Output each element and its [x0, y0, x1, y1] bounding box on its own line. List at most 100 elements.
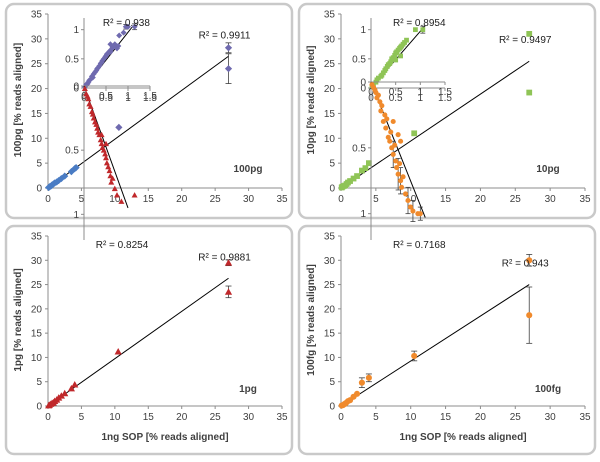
inset-y-tick-label: 0 — [73, 82, 79, 93]
x-tick-label: 30 — [545, 412, 557, 423]
inset-data-point — [404, 37, 409, 43]
inset-y-tick-label: 0 — [360, 84, 366, 95]
inset-data-point — [413, 27, 418, 33]
inset-x-tick-label: 0.5 — [99, 91, 113, 102]
inset-plot: 0 0.5 1 1.5 0 0.5 1 R² = 0.7168 — [352, 78, 452, 252]
y-tick-label: 0 — [329, 184, 335, 195]
inset-y-tick-label: 1 — [360, 25, 366, 36]
r2-main: R² = 0.943 — [502, 259, 549, 270]
inset-x-tick-label: 0.5 — [389, 87, 403, 98]
data-point — [362, 165, 369, 171]
x-tick-label: 10 — [405, 412, 417, 423]
inset-data-point — [417, 211, 423, 217]
inset-data-point — [398, 138, 404, 144]
inset-y-tick-label: 1 — [73, 25, 79, 36]
inset-data-point — [382, 112, 388, 118]
inset-x-tick-label: 1.5 — [438, 87, 452, 98]
inset-data-point — [105, 163, 112, 170]
inset-data-point — [379, 103, 385, 109]
data-point — [72, 164, 80, 172]
inset-y-tick-label: 0.5 — [65, 54, 79, 65]
y-tick-label: 10 — [324, 353, 336, 364]
data-point — [115, 123, 123, 131]
y-tick-label: 15 — [324, 329, 336, 340]
inset-data-point — [407, 204, 414, 210]
y-tick-label: 5 — [329, 159, 335, 170]
inset-data-point — [85, 95, 92, 102]
y-tick-label: 5 — [329, 377, 335, 388]
inset-data-point — [376, 75, 381, 81]
inset-plot: 0 0.5 1 1.5 0 0.5 1 R² = 0.8954 — [352, 18, 452, 104]
data-point — [61, 389, 69, 397]
inset-y-tick-label: 0.5 — [352, 54, 366, 65]
inset-data-point — [131, 23, 138, 30]
inset-data-point — [81, 85, 88, 91]
panel-frame — [297, 2, 597, 220]
inset-data-point — [103, 154, 109, 161]
x-tick-label: 5 — [373, 412, 379, 423]
inset-data-point — [378, 108, 384, 114]
y-tick-label: 15 — [31, 329, 43, 340]
inset-x-tick-label: 0.5 — [99, 93, 113, 104]
panel-label: 1pg — [239, 384, 257, 395]
inset-plot: 0 0.5 1 1.5 0 0.5 1 R² = 0.938 — [65, 18, 157, 104]
inset-data-point — [375, 92, 381, 98]
y-tick-label: 30 — [324, 34, 336, 45]
inset-y-tick-label: 0.5 — [352, 143, 366, 154]
x-tick-label: 0 — [338, 412, 344, 423]
y-axis-title: 100pg [% reads aligned] — [13, 43, 24, 157]
inset-data-point — [93, 121, 100, 127]
data-point — [359, 167, 365, 174]
inset-data-point — [118, 198, 125, 204]
inset-data-point — [98, 131, 105, 138]
y-tick-label: 20 — [31, 304, 43, 315]
y-tick-label: 25 — [31, 59, 43, 70]
y-axis-title: 100fg [% reads aligned] — [306, 264, 317, 376]
inset-data-point — [383, 125, 389, 131]
inset-data-point — [400, 174, 406, 180]
data-point — [61, 172, 69, 180]
inset-data-point — [398, 53, 403, 59]
inset-data-point — [87, 103, 94, 109]
inset-data-point — [410, 208, 416, 214]
inset-data-point — [98, 140, 105, 147]
inset-y-tick-label: 0 — [360, 78, 366, 89]
panel-frame — [4, 2, 294, 220]
panel-frame — [4, 224, 294, 456]
inset-data-point — [103, 160, 110, 166]
inset-y-tick-label: 1 — [73, 210, 79, 221]
y-tick-label: 15 — [324, 109, 336, 120]
inset-data-point — [384, 116, 390, 122]
x-tick-label: 0 — [45, 194, 51, 205]
x-tick-label: 30 — [545, 194, 557, 205]
data-point — [57, 392, 65, 399]
x-tick-label: 30 — [243, 412, 255, 423]
x-tick-label: 35 — [579, 194, 591, 205]
inset-data-point — [405, 197, 411, 204]
inset-y-tick-label: 0.5 — [65, 146, 79, 157]
x-tick-label: 15 — [440, 412, 452, 423]
r2-inset: R² = 0.8254 — [96, 240, 149, 251]
inset-data-point — [399, 184, 405, 190]
inset-data-point — [90, 115, 97, 121]
x-tick-label: 25 — [210, 194, 222, 205]
inset-data-point — [397, 161, 403, 167]
r2-main: R² = 0.9497 — [499, 35, 552, 46]
data-point — [411, 352, 418, 360]
data-point — [354, 173, 360, 179]
data-point — [526, 257, 533, 264]
inset-data-point — [106, 167, 113, 174]
x-tick-label: 10 — [109, 194, 121, 205]
data-point — [526, 31, 533, 37]
x-tick-label: 20 — [176, 412, 188, 423]
inset-data-point — [103, 140, 109, 147]
r2-inset: R² = 0.8954 — [393, 18, 446, 29]
x-tick-label: 25 — [510, 194, 522, 205]
inset-x-tick-label: 1.5 — [438, 93, 452, 104]
data-point — [114, 348, 122, 355]
y-tick-label: 20 — [324, 304, 336, 315]
inset-data-point — [420, 27, 426, 33]
r2-inset: R² = 0.938 — [103, 18, 150, 29]
data-point — [71, 381, 79, 388]
